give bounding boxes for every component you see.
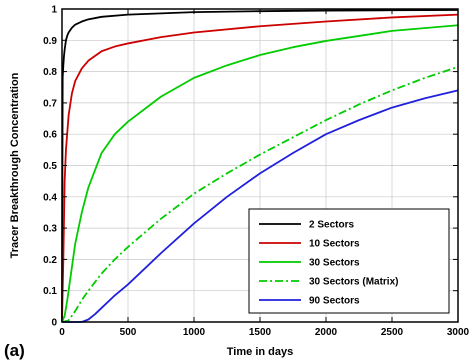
axis-ticks: 0 0.1 0.2 0.3 0.4 0.5 0.6 0.7 0.8 0.9 1 0 500 1000 150… xyxy=(43,5,469,339)
y-tick-label: 0.8 xyxy=(43,67,57,78)
y-tick-label: 0.3 xyxy=(43,224,57,235)
x-tick-label: 1000 xyxy=(183,327,206,338)
x-tick-label: 2500 xyxy=(381,327,404,338)
x-axis-title: Time in days xyxy=(227,346,293,358)
legend-label-4: 30 Sectors (Matrix) xyxy=(309,277,398,288)
series-line-2 xyxy=(61,13,459,323)
y-tick-label: 0.2 xyxy=(43,255,57,266)
y-tick-label: 0.5 xyxy=(43,161,57,172)
y-tick-label: 0.6 xyxy=(43,130,57,141)
legend-label-1: 2 Sectors xyxy=(309,220,354,231)
y-tick-label: 1 xyxy=(51,5,57,16)
y-tick-label: 0.4 xyxy=(43,192,57,203)
x-tick-label: 500 xyxy=(120,327,137,338)
series-line-5 xyxy=(62,89,459,323)
y-tick-label: 0 xyxy=(51,318,57,329)
y-tick-label: 0.9 xyxy=(43,36,57,47)
x-tick-label: 2000 xyxy=(315,327,338,338)
series-line-3 xyxy=(61,24,459,323)
x-tick-label: 0 xyxy=(59,327,65,338)
series-line-4 xyxy=(61,66,459,323)
panel-label: (a) xyxy=(4,341,25,360)
x-tick-label: 1500 xyxy=(249,327,272,338)
y-tick-label: 0.1 xyxy=(43,286,57,297)
legend: 2 Sectors 10 Sectors 30 Sectors 30 Sectors … xyxy=(248,208,450,314)
legend-label-2: 10 Sectors xyxy=(309,239,360,250)
y-tick-label: 0.7 xyxy=(43,98,57,109)
legend-label-3: 30 Sectors xyxy=(309,258,360,269)
y-axis-title: Tracer Breakthrough Concentration xyxy=(9,72,21,258)
legend-label-5: 90 Sectors xyxy=(309,296,360,307)
x-tick-label: 3000 xyxy=(447,327,469,338)
legend-box xyxy=(248,208,450,314)
